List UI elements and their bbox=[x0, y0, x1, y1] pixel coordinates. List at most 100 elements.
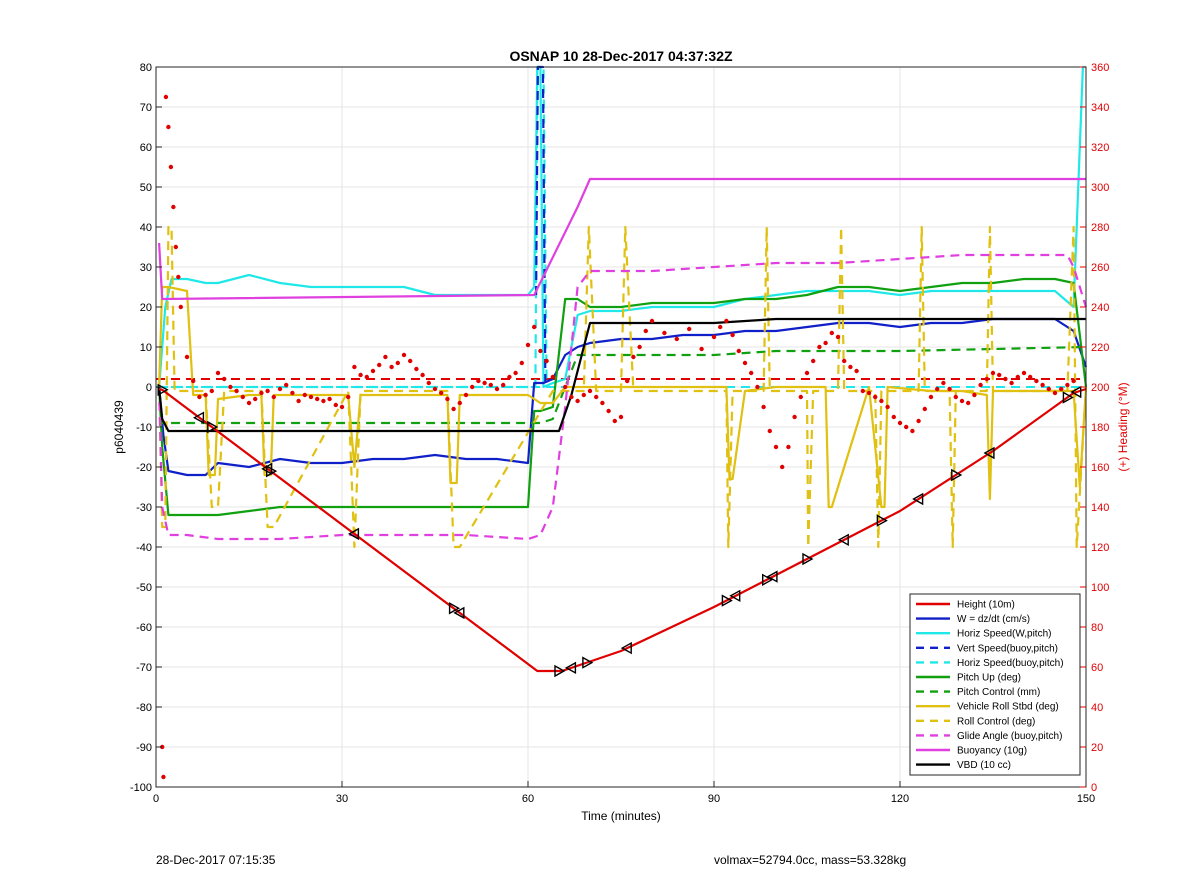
y-tick-label-70: 70 bbox=[140, 102, 152, 114]
height-marker-11 bbox=[620, 641, 632, 655]
bottom-axis-ticks: 0 30 60 90 120 150 bbox=[153, 781, 1095, 805]
heading-point-67 bbox=[544, 358, 549, 364]
heading-point-75 bbox=[600, 400, 605, 406]
heading-point-1 bbox=[161, 774, 166, 780]
y2-tick-label-320: 320 bbox=[1091, 142, 1109, 154]
heading-point-35 bbox=[346, 394, 351, 400]
heading-point-131 bbox=[978, 382, 983, 388]
y-tick-label--100: -100 bbox=[130, 782, 152, 794]
left-axis-ticks: -100-90-80-70-60-50-40-30-20-10010203040… bbox=[130, 62, 162, 794]
heading-point-98 bbox=[773, 444, 779, 450]
y2-tick-label-100: 100 bbox=[1091, 582, 1109, 594]
heading-point-142 bbox=[1046, 386, 1052, 392]
heading-point-44 bbox=[401, 352, 407, 358]
heading-point-25 bbox=[284, 382, 289, 388]
heading-point-2 bbox=[163, 94, 169, 100]
y-tick-label-60: 60 bbox=[140, 142, 152, 154]
heading-point-74 bbox=[594, 394, 599, 400]
y-axis-label: p6040439 bbox=[112, 400, 126, 454]
height-marker-18 bbox=[876, 514, 888, 527]
heading-point-3 bbox=[166, 124, 171, 130]
heading-point-23 bbox=[271, 394, 276, 400]
y2-tick-label-60: 60 bbox=[1091, 662, 1103, 674]
height-marker-17 bbox=[837, 533, 849, 546]
heading-point-0 bbox=[160, 744, 165, 750]
heading-point-40 bbox=[377, 362, 382, 368]
height-marker-13 bbox=[729, 589, 741, 602]
heading-point-8 bbox=[178, 304, 183, 310]
y-tick-label--20: -20 bbox=[136, 462, 152, 474]
heading-point-51 bbox=[445, 396, 450, 402]
y2-tick-label-220: 220 bbox=[1091, 342, 1109, 354]
legend-label-vehicle-roll-stbd-deg: Vehicle Roll Stbd (deg) bbox=[957, 702, 1059, 713]
heading-point-134 bbox=[997, 372, 1002, 378]
heading-point-20 bbox=[253, 396, 258, 402]
heading-point-95 bbox=[755, 384, 760, 390]
heading-point-125 bbox=[941, 380, 946, 386]
heading-point-33 bbox=[333, 402, 338, 408]
y-tick-label-0: 0 bbox=[146, 382, 152, 394]
heading-point-121 bbox=[916, 418, 921, 424]
heading-point-88 bbox=[711, 334, 717, 340]
heading-point-117 bbox=[891, 414, 896, 420]
heading-point-14 bbox=[215, 370, 221, 376]
y2-tick-label-260: 260 bbox=[1091, 262, 1109, 274]
heading-point-13 bbox=[209, 388, 214, 394]
heading-point-110 bbox=[848, 364, 853, 370]
series-layer bbox=[156, 65, 1088, 673]
heading-point-49 bbox=[432, 386, 438, 392]
heading-point-93 bbox=[742, 360, 748, 366]
y-tick-label-50: 50 bbox=[140, 182, 152, 194]
footer-volume-mass: volmax=52794.0cc, mass=53.328kg bbox=[714, 853, 907, 867]
y2-tick-label-240: 240 bbox=[1091, 302, 1109, 314]
heading-point-86 bbox=[687, 326, 692, 332]
heading-point-108 bbox=[835, 334, 841, 340]
height-marker-21 bbox=[983, 446, 995, 460]
series-pitch-control-mm bbox=[158, 345, 1087, 425]
legend-label-vert-speed-buoy-pitch: Vert Speed(buoy,pitch) bbox=[957, 643, 1058, 654]
y-tick-label--70: -70 bbox=[136, 662, 152, 674]
heading-point-69 bbox=[563, 384, 568, 390]
heading-point-10 bbox=[191, 378, 196, 384]
y-tick-label--90: -90 bbox=[136, 742, 152, 754]
y-tick-label-10: 10 bbox=[140, 342, 152, 354]
height-marker-19 bbox=[912, 492, 924, 506]
height-marker-5 bbox=[347, 527, 360, 541]
footer-timestamp: 28-Dec-2017 07:15:35 bbox=[156, 853, 276, 867]
y2-tick-label-200: 200 bbox=[1091, 382, 1109, 394]
y-tick-label-80: 80 bbox=[140, 62, 152, 74]
heading-point-60 bbox=[501, 382, 506, 388]
heading-point-16 bbox=[228, 384, 233, 390]
series-pitch-up-deg bbox=[158, 277, 1088, 517]
heading-point-139 bbox=[1028, 374, 1033, 380]
heading-point-133 bbox=[990, 370, 996, 376]
heading-point-81 bbox=[637, 344, 642, 350]
heading-point-45 bbox=[408, 358, 413, 364]
legend-label-glide-angle-buoy-pitch: Glide Angle (buoy,pitch) bbox=[957, 731, 1062, 742]
y2-tick-label-20: 20 bbox=[1091, 742, 1103, 754]
y2-tick-label-120: 120 bbox=[1091, 542, 1109, 554]
heading-point-99 bbox=[780, 464, 785, 470]
heading-point-41 bbox=[383, 354, 388, 360]
heading-point-126 bbox=[947, 386, 952, 392]
heading-point-84 bbox=[662, 330, 667, 336]
heading-point-46 bbox=[414, 366, 419, 372]
heading-point-78 bbox=[618, 414, 624, 420]
heading-point-12 bbox=[203, 392, 208, 398]
height-markers-layer bbox=[157, 383, 1082, 678]
heading-point-38 bbox=[364, 374, 369, 380]
heading-point-105 bbox=[817, 344, 822, 350]
series-height-10m bbox=[158, 387, 1087, 673]
heading-point-141 bbox=[1040, 382, 1045, 388]
heading-point-90 bbox=[724, 318, 729, 324]
y-tick-label-40: 40 bbox=[140, 222, 152, 234]
heading-point-15 bbox=[222, 376, 227, 382]
heading-point-43 bbox=[395, 360, 400, 366]
y-tick-label-30: 30 bbox=[140, 262, 152, 274]
heading-point-28 bbox=[302, 392, 307, 398]
heading-point-6 bbox=[173, 244, 179, 250]
heading-point-79 bbox=[625, 378, 630, 384]
heading-point-5 bbox=[171, 204, 176, 210]
series-vehicle-roll-stbd-deg bbox=[158, 285, 1088, 509]
legend-label-buoyancy-10g: Buoyancy (10g) bbox=[957, 746, 1027, 757]
